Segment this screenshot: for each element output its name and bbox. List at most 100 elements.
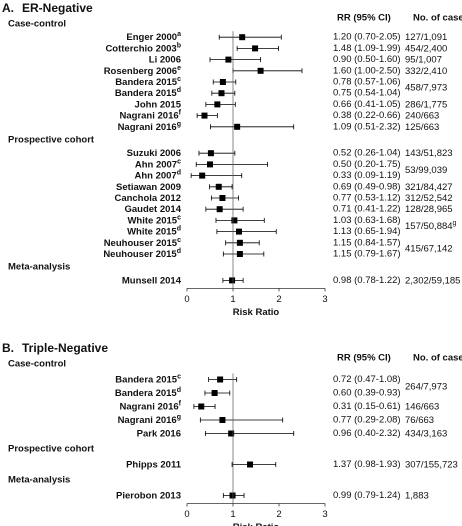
cases-label: 127/1,091 bbox=[405, 32, 447, 43]
cases-label: 264/7,973 bbox=[405, 381, 447, 392]
rr-label: 0.99 (0.79-1.24) bbox=[333, 490, 401, 501]
cases-label: 286/1,775 bbox=[405, 99, 447, 110]
cases-label: 95/1,007 bbox=[405, 54, 442, 65]
study-name: Canchola 2012 bbox=[114, 193, 181, 204]
group-header: Prospective cohort bbox=[8, 444, 95, 455]
study-superscript: c bbox=[177, 214, 181, 221]
cases-value: 157/50,884 bbox=[405, 221, 453, 232]
study-superscript: d bbox=[177, 248, 181, 255]
study-label: Enger 2000a bbox=[126, 31, 181, 43]
x-axis-label: Risk Ratio bbox=[233, 307, 280, 318]
point-estimate bbox=[211, 390, 218, 396]
rr-label: 1.13 (0.65-1.94) bbox=[333, 226, 401, 237]
study-label: White 2015d bbox=[127, 225, 181, 237]
study-name: Setiawan 2009 bbox=[116, 181, 181, 192]
study-superscript: g bbox=[177, 414, 181, 421]
study-label: Suzuki 2006 bbox=[127, 148, 181, 159]
group-header: Case-control bbox=[8, 19, 66, 30]
cases-value: 240/663 bbox=[405, 110, 439, 121]
study-name: White 2015 bbox=[127, 215, 177, 226]
cases-value: 434/3,163 bbox=[405, 428, 447, 439]
point-estimate bbox=[234, 123, 241, 130]
cases-value: 332/2,410 bbox=[405, 65, 447, 76]
rr-label: 0.50 (0.20-1.75) bbox=[333, 159, 401, 170]
point-estimate bbox=[228, 430, 235, 437]
cases-label: 143/51,823 bbox=[405, 148, 453, 159]
rr-label: 1.03 (0.63-1.68) bbox=[333, 215, 401, 226]
rr-label: 0.90 (0.50-1.60) bbox=[333, 54, 401, 65]
study-label: Neuhouser 2015d bbox=[103, 248, 181, 260]
study-name: Bandera 2015 bbox=[115, 77, 178, 88]
study-label: Neuhouser 2015c bbox=[104, 237, 181, 249]
x-tick-label: 1 bbox=[230, 509, 235, 520]
study-label: Canchola 2012 bbox=[114, 193, 181, 204]
study-name: Ahn 2007 bbox=[134, 170, 176, 181]
cases-value: 321/84,427 bbox=[405, 181, 453, 192]
rr-label: 1.60 (1.00-2.50) bbox=[333, 65, 401, 76]
group-header: Meta-analysis bbox=[8, 262, 70, 273]
point-estimate bbox=[236, 251, 243, 257]
study-superscript: a bbox=[177, 31, 181, 38]
study-name: Rosenberg 2006 bbox=[104, 65, 177, 76]
x-tick-label: 0 bbox=[184, 509, 189, 520]
cases-label: 240/663 bbox=[405, 110, 439, 121]
rr-label: 0.69 (0.49-0.98) bbox=[333, 181, 401, 192]
study-name: Munsell 2014 bbox=[122, 275, 182, 286]
rr-label: 1.20 (0.70-2.05) bbox=[333, 32, 401, 43]
cases-value: 146/663 bbox=[405, 401, 439, 412]
study-superscript: c bbox=[177, 373, 181, 380]
study-name: White 2015 bbox=[127, 226, 177, 237]
point-estimate bbox=[236, 239, 243, 246]
study-label: Bandera 2015c bbox=[115, 76, 181, 88]
study-superscript: f bbox=[179, 400, 182, 407]
panel-label: B. bbox=[2, 341, 14, 355]
cases-label: 321/84,427 bbox=[405, 181, 453, 192]
rr-label: 0.75 (0.54-1.04) bbox=[333, 88, 401, 99]
cases-value: 312/52,542 bbox=[405, 193, 453, 204]
point-estimate bbox=[231, 217, 238, 224]
point-estimate bbox=[219, 79, 226, 85]
cases-value: 76/663 bbox=[405, 415, 434, 426]
study-name: Li 2006 bbox=[149, 54, 181, 65]
rr-label: 0.38 (0.22-0.66) bbox=[333, 110, 401, 121]
point-estimate bbox=[215, 183, 222, 190]
point-estimate bbox=[201, 112, 208, 119]
study-name: Nagrani 2016 bbox=[118, 415, 177, 426]
rr-label: 0.71 (0.41-1.22) bbox=[333, 204, 401, 215]
cases-value: 1,883 bbox=[405, 490, 429, 501]
study-superscript: d bbox=[177, 225, 181, 232]
study-superscript: b bbox=[177, 42, 181, 49]
point-estimate bbox=[216, 206, 223, 213]
cases-value: 127/1,091 bbox=[405, 32, 447, 43]
cases-value: 95/1,007 bbox=[405, 54, 442, 65]
study-label: Li 2006 bbox=[149, 54, 181, 65]
cases-value: 286/1,775 bbox=[405, 99, 447, 110]
study-label: Park 2016 bbox=[137, 428, 181, 439]
study-superscript: d bbox=[177, 87, 181, 94]
point-estimate bbox=[198, 403, 205, 410]
study-name: Bandera 2015 bbox=[115, 88, 178, 99]
column-header: RR (95% CI) bbox=[337, 353, 391, 364]
cases-label: 434/3,163 bbox=[405, 428, 447, 439]
column-header: No. of cases bbox=[413, 353, 462, 364]
study-name: Bandera 2015 bbox=[115, 388, 178, 399]
study-label: Bandera 2015c bbox=[115, 373, 181, 385]
study-superscript: d bbox=[177, 169, 181, 176]
cases-label: 307/155,723 bbox=[405, 459, 458, 470]
study-superscript: f bbox=[179, 109, 182, 116]
study-name: Neuhouser 2015 bbox=[103, 249, 177, 260]
rr-label: 0.98 (0.78-1.22) bbox=[333, 275, 401, 286]
study-label: Nagrani 2016f bbox=[120, 400, 182, 412]
rr-label: 0.52 (0.26-1.04) bbox=[333, 148, 401, 159]
cases-label: 146/663 bbox=[405, 401, 439, 412]
point-estimate bbox=[229, 277, 236, 284]
rr-label: 1.09 (0.51-2.32) bbox=[333, 121, 401, 132]
study-name: Suzuki 2006 bbox=[127, 148, 181, 159]
study-label: Phipps 2011 bbox=[126, 459, 182, 470]
cases-label: 312/52,542 bbox=[405, 193, 453, 204]
cases-value: 143/51,823 bbox=[405, 148, 453, 159]
group-header: Prospective cohort bbox=[8, 135, 95, 146]
rr-label: 0.96 (0.40-2.32) bbox=[333, 428, 401, 439]
study-label: John 2015 bbox=[135, 99, 182, 110]
cases-label: 454/2,400 bbox=[405, 43, 447, 54]
